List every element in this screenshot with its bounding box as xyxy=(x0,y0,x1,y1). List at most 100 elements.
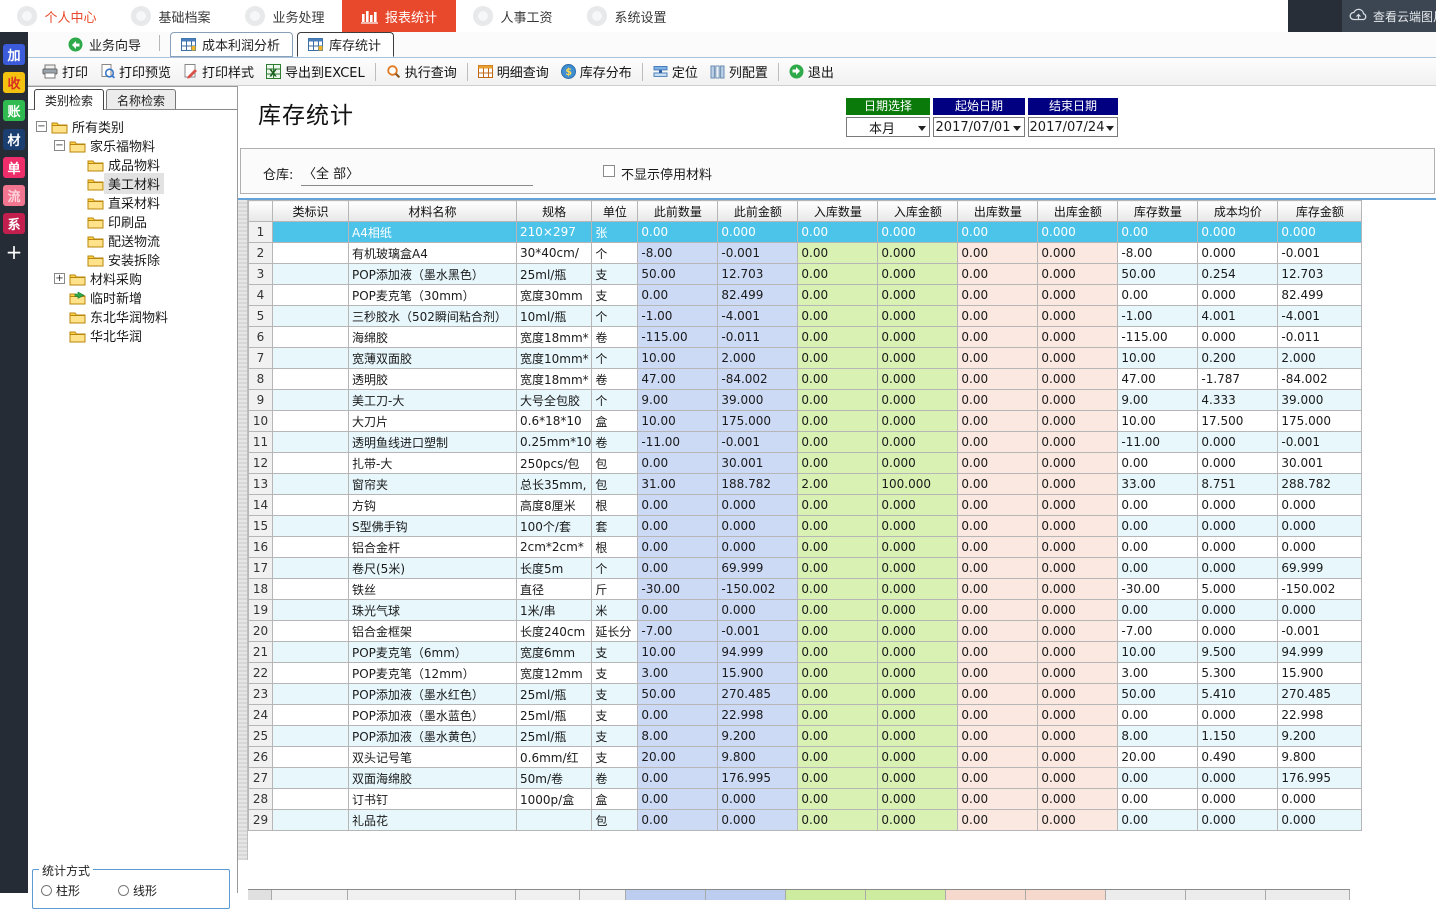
cell[interactable]: 0.00 xyxy=(957,641,1039,663)
cell[interactable]: 0.00 xyxy=(1117,452,1199,474)
cell[interactable]: A4相纸 xyxy=(348,221,517,243)
cell[interactable]: 0.00 xyxy=(957,284,1039,306)
rail-button-1[interactable]: 加 xyxy=(3,44,25,65)
cell[interactable]: 0.00 xyxy=(957,704,1039,726)
cell[interactable]: 宽度6mm xyxy=(515,641,593,663)
cell[interactable]: 方钩 xyxy=(348,494,517,516)
cell[interactable]: 10.00 xyxy=(637,410,719,432)
toolbar-button-print-preview[interactable]: 打印预览 xyxy=(94,60,177,83)
cell[interactable]: 0.000 xyxy=(1037,536,1119,558)
cell[interactable]: 288.782 xyxy=(1277,473,1363,495)
cell[interactable]: 支 xyxy=(591,683,639,705)
cell[interactable]: -8.00 xyxy=(1117,242,1199,264)
cell[interactable]: 高度8厘米 xyxy=(515,494,593,516)
cell[interactable]: 0.000 xyxy=(877,515,959,537)
cell[interactable]: -84.002 xyxy=(717,368,799,390)
cell[interactable] xyxy=(272,662,349,684)
end-date-select[interactable]: 2017/07/24 xyxy=(1028,117,1118,137)
row-number-cell[interactable]: 29 xyxy=(248,809,273,831)
cell[interactable]: 0.00 xyxy=(797,494,879,516)
cell[interactable]: 个 xyxy=(591,305,639,327)
cell[interactable]: 0.000 xyxy=(1197,494,1279,516)
cell[interactable]: 0.000 xyxy=(1197,284,1279,306)
cell[interactable]: 3.00 xyxy=(1117,662,1199,684)
row-number-cell[interactable]: 23 xyxy=(248,683,273,705)
tree-node[interactable]: 东北华润物料 xyxy=(28,307,172,326)
cell[interactable]: 扎带-大 xyxy=(348,452,517,474)
cell[interactable]: 三秒胶水（502瞬间粘合剂） xyxy=(348,305,517,327)
cell[interactable]: 25ml/瓶 xyxy=(515,683,593,705)
cell[interactable] xyxy=(272,515,349,537)
cell[interactable]: 0.000 xyxy=(877,683,959,705)
cell[interactable]: 0.000 xyxy=(1037,494,1119,516)
cell[interactable]: 卷 xyxy=(591,326,639,348)
cell[interactable]: 双头记号笔 xyxy=(348,746,517,768)
cell[interactable]: -0.001 xyxy=(1277,620,1363,642)
cell[interactable]: 卷 xyxy=(591,368,639,390)
cell[interactable]: 0.000 xyxy=(1037,725,1119,747)
cell[interactable]: 个 xyxy=(591,347,639,369)
cell[interactable]: 米 xyxy=(591,599,639,621)
cell[interactable]: 2.00 xyxy=(797,473,879,495)
cell[interactable]: 50m/卷 xyxy=(515,767,593,789)
cell[interactable]: 8.00 xyxy=(637,725,719,747)
cell[interactable]: 0.000 xyxy=(1037,431,1119,453)
cell[interactable]: 透明胶 xyxy=(348,368,517,390)
column-header-1[interactable]: 类标识 xyxy=(272,200,349,222)
tree-node[interactable]: − 家乐福物料 xyxy=(28,136,159,155)
cell[interactable]: 斤 xyxy=(591,578,639,600)
cell[interactable]: 0.000 xyxy=(1197,326,1279,348)
cell[interactable]: 0.00 xyxy=(637,452,719,474)
cell[interactable]: 0.000 xyxy=(877,620,959,642)
collapse-icon[interactable]: − xyxy=(54,140,65,151)
cell[interactable] xyxy=(272,767,349,789)
cell[interactable]: 套 xyxy=(591,515,639,537)
cell[interactable]: 0.00 xyxy=(957,536,1039,558)
cell[interactable]: 5.410 xyxy=(1197,683,1279,705)
cell[interactable]: -1.787 xyxy=(1197,368,1279,390)
cell[interactable]: 0.00 xyxy=(957,746,1039,768)
cell[interactable] xyxy=(515,809,593,831)
cell[interactable]: 0.000 xyxy=(1197,788,1279,810)
cell[interactable]: 22.998 xyxy=(1277,704,1363,726)
cell[interactable]: -0.001 xyxy=(1277,242,1363,264)
cell[interactable] xyxy=(272,809,349,831)
cell[interactable]: 宽薄双面胶 xyxy=(348,347,517,369)
cell[interactable]: 0.000 xyxy=(877,452,959,474)
cell[interactable]: -11.00 xyxy=(637,431,719,453)
cell[interactable]: 直径 xyxy=(515,578,593,600)
top-nav-tab-5[interactable]: 人事工资 xyxy=(456,0,570,32)
cell[interactable]: 0.000 xyxy=(877,431,959,453)
cell[interactable]: POP麦克笔（30mm） xyxy=(348,284,517,306)
cell[interactable]: 0.000 xyxy=(1037,578,1119,600)
cell[interactable]: 0.000 xyxy=(1197,431,1279,453)
toolbar-button-locate[interactable]: 定位 xyxy=(647,60,704,83)
cell[interactable]: 0.000 xyxy=(877,326,959,348)
cell[interactable]: POP添加液（墨水红色） xyxy=(348,683,517,705)
row-number-cell[interactable]: 25 xyxy=(248,725,273,747)
cell[interactable]: 0.000 xyxy=(1037,599,1119,621)
toolbar-button-excel-export[interactable]: X 导出到EXCEL xyxy=(260,60,371,83)
row-number-header[interactable] xyxy=(248,200,273,222)
toolbar-button-exit[interactable]: 退出 xyxy=(783,60,840,83)
cell[interactable]: 0.000 xyxy=(1037,347,1119,369)
rail-button-6[interactable]: 流 xyxy=(3,185,25,206)
cell[interactable]: 30*40cm/ xyxy=(515,242,593,264)
cell[interactable]: 0.00 xyxy=(797,284,879,306)
tree-node[interactable]: + 材料采购 xyxy=(28,269,146,288)
cell[interactable]: 0.00 xyxy=(957,557,1039,579)
cell[interactable]: 0.00 xyxy=(797,767,879,789)
cell[interactable]: 0.000 xyxy=(1277,788,1363,810)
cell[interactable]: 0.000 xyxy=(877,746,959,768)
cell[interactable]: 0.00 xyxy=(797,662,879,684)
cell[interactable]: 0.00 xyxy=(797,788,879,810)
cell[interactable]: 1米/串 xyxy=(515,599,593,621)
row-number-cell[interactable]: 21 xyxy=(248,641,273,663)
cell[interactable]: 0.000 xyxy=(1037,284,1119,306)
cell[interactable]: 10ml/瓶 xyxy=(515,305,593,327)
cell[interactable]: 2.000 xyxy=(1277,347,1363,369)
cell[interactable]: 铁丝 xyxy=(348,578,517,600)
cell[interactable]: 0.000 xyxy=(1037,452,1119,474)
cell[interactable]: 0.490 xyxy=(1197,746,1279,768)
cell[interactable]: 0.00 xyxy=(797,410,879,432)
